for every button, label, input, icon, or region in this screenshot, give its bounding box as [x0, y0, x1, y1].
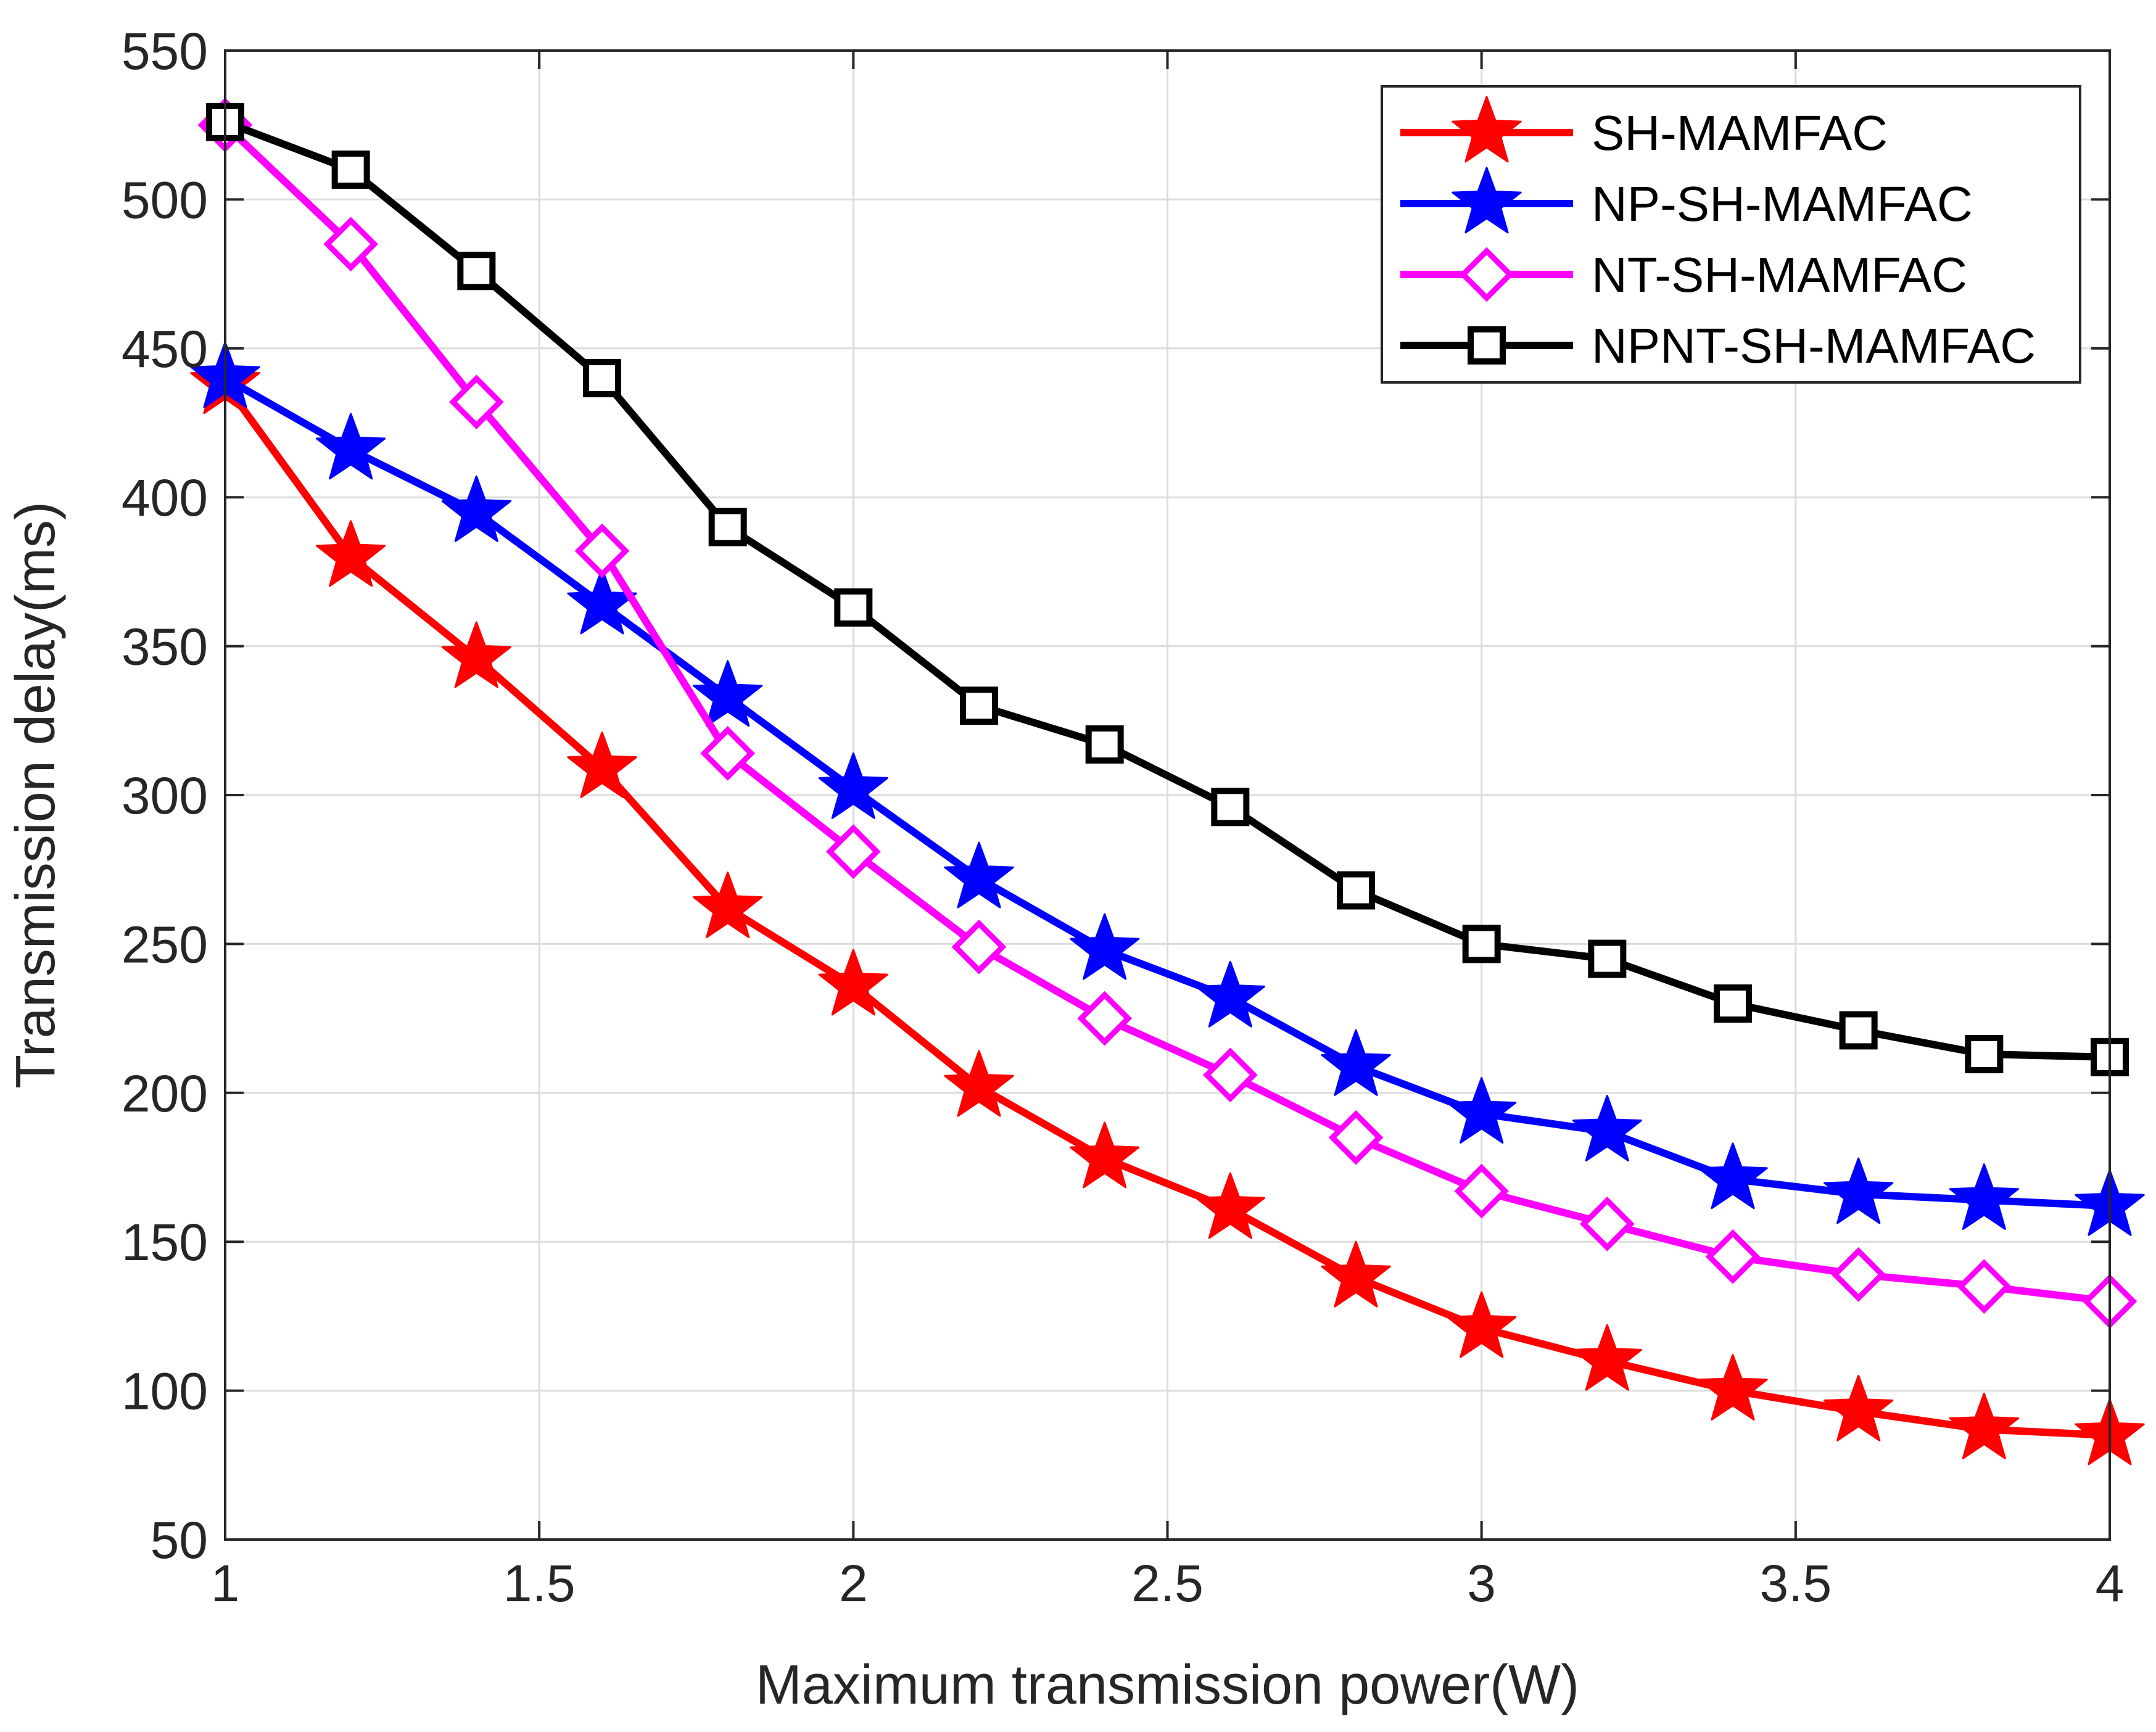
axis-ticks: 1 1.5 2 2.5 3 3.5 4501001502002503003504004505… [122, 22, 2125, 1612]
data-point [960, 687, 998, 725]
data-point [1070, 1121, 1140, 1189]
x-tick-label: 2 [839, 1554, 868, 1612]
data-point [1077, 991, 1133, 1046]
data-point [1824, 1157, 1894, 1224]
data-point [1211, 788, 1250, 827]
legend-item: SH-MAMFAC [1400, 96, 1888, 163]
data-point [316, 413, 386, 480]
data-point [951, 919, 1007, 975]
legend-label: NP-SH-MAMFAC [1592, 176, 1973, 231]
data-point [1588, 939, 1627, 978]
data-point [1337, 871, 1375, 910]
data-point [441, 475, 511, 542]
series-line [221, 380, 2113, 1439]
y-tick-label: 400 [122, 469, 208, 527]
x-tick-label: 2.5 [1131, 1554, 1204, 1612]
data-point [457, 252, 496, 291]
legend-item: NP-SH-MAMFAC [1400, 167, 1973, 234]
series-line [221, 121, 2113, 1305]
data-point [574, 523, 630, 579]
data-point [1949, 1392, 2019, 1459]
data-point [1698, 1142, 1768, 1210]
data-point [441, 621, 511, 688]
legend-marker [1452, 167, 1522, 234]
legend-label: NT-SH-MAMFAC [1592, 247, 1967, 302]
data-point [693, 660, 763, 727]
legend-marker [1452, 96, 1522, 163]
data-point [1085, 725, 1124, 764]
data-point [1462, 925, 1501, 963]
data-point [1202, 1047, 1258, 1103]
legend-marker [1459, 247, 1514, 302]
data-point [1321, 1029, 1391, 1096]
data-point [316, 520, 386, 587]
data-point [1447, 1291, 1517, 1358]
data-point [708, 508, 747, 546]
data-point [818, 752, 888, 819]
data-point [1447, 1077, 1517, 1144]
data-point [825, 824, 881, 880]
series-NP-SH-MAMFAC [190, 341, 2145, 1236]
y-tick-label: 50 [151, 1511, 208, 1569]
y-tick-label: 350 [122, 618, 208, 676]
y-tick-label: 500 [122, 171, 208, 229]
data-point [700, 726, 756, 781]
data-point [1321, 1240, 1391, 1308]
data-point [448, 374, 504, 430]
series-line [221, 118, 2113, 1061]
data-point [1328, 1110, 1384, 1165]
data-point [583, 359, 621, 398]
data-point [1831, 1247, 1886, 1302]
data-point [1956, 1259, 2012, 1314]
x-tick-label: 4 [2096, 1554, 2125, 1612]
legend-marker [1468, 326, 1506, 365]
data-point [1454, 1163, 1510, 1219]
y-tick-label: 150 [122, 1213, 208, 1271]
legend-label: SH-MAMFAC [1592, 105, 1888, 160]
data-point [1195, 960, 1265, 1028]
x-axis-title: Maximum transmission power(W) [756, 1654, 1579, 1716]
legend-label: NPNT-SH-MAMFAC [1592, 318, 2036, 373]
x-tick-label: 3.5 [1759, 1554, 1832, 1612]
series-layer [190, 97, 2145, 1466]
y-tick-label: 550 [122, 22, 208, 80]
series-line [221, 374, 2113, 1210]
data-point [1839, 1011, 1878, 1050]
legend: SH-MAMFAC NP-SH-MAMFAC NT-SH-MAMFAC NPNT-SH… [1381, 85, 2081, 384]
data-point [1965, 1035, 2004, 1074]
data-point [1714, 984, 1752, 1023]
legend-item: NT-SH-MAMFAC [1400, 247, 1967, 302]
data-point [1824, 1374, 1894, 1441]
data-point [1572, 1095, 1642, 1161]
y-tick-label: 300 [122, 767, 208, 825]
data-point [1705, 1229, 1761, 1284]
y-axis-title: Transmission delay(ms) [5, 501, 67, 1089]
x-tick-label: 1.5 [503, 1554, 576, 1612]
data-point [693, 872, 763, 938]
data-point [1698, 1354, 1768, 1421]
data-point [818, 949, 888, 1016]
y-tick-label: 100 [122, 1363, 208, 1421]
y-tick-label: 450 [122, 320, 208, 378]
data-point [944, 1050, 1014, 1117]
x-tick-label: 1 [211, 1554, 240, 1612]
y-tick-label: 200 [122, 1065, 208, 1123]
data-point [323, 216, 379, 272]
legend-item: NPNT-SH-MAMFAC [1400, 318, 2036, 373]
data-point [1070, 913, 1140, 980]
data-point [1195, 1172, 1265, 1239]
data-point [1579, 1196, 1635, 1252]
data-point [944, 841, 1014, 909]
data-point [834, 588, 873, 627]
x-tick-label: 3 [1467, 1554, 1496, 1612]
data-point [1572, 1324, 1642, 1391]
series-NT-SH-MAMFAC [197, 97, 2137, 1329]
y-tick-label: 250 [122, 915, 208, 973]
data-point [567, 732, 637, 798]
data-point [331, 151, 370, 189]
data-point [1949, 1163, 2019, 1230]
